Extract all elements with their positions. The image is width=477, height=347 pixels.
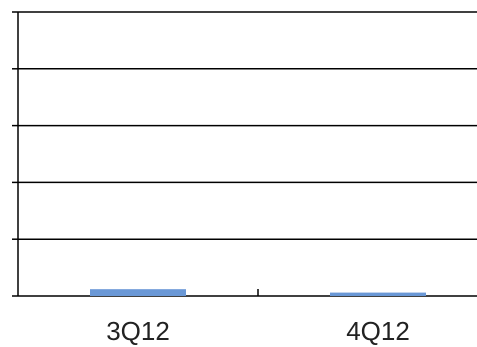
x-tick-label: 3Q12 <box>106 316 170 346</box>
x-tick-labels: 3Q12 4Q12 <box>106 316 410 346</box>
bar-4Q12 <box>330 292 426 296</box>
bars <box>90 289 426 296</box>
gridlines <box>18 11 477 240</box>
x-tick-label: 4Q12 <box>346 316 410 346</box>
bar-3Q12 <box>90 289 186 296</box>
axes <box>12 11 477 297</box>
